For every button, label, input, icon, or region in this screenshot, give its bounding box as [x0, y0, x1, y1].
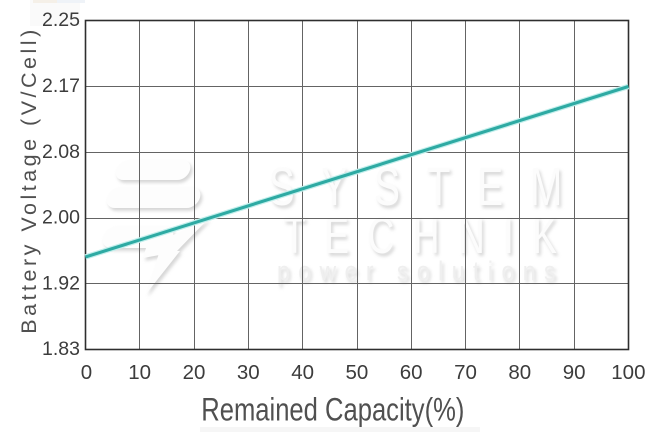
- svg-text:10: 10: [128, 361, 151, 384]
- svg-text:2.08: 2.08: [42, 141, 80, 163]
- svg-text:30: 30: [237, 361, 260, 384]
- svg-text:20: 20: [183, 361, 206, 384]
- svg-text:TECHNIK: TECHNIK: [283, 208, 575, 264]
- svg-text:70: 70: [454, 361, 477, 384]
- svg-text:60: 60: [400, 361, 423, 384]
- svg-text:Battery Voltage (V/Cell): Battery Voltage (V/Cell): [17, 26, 41, 333]
- svg-text:90: 90: [563, 361, 586, 384]
- svg-text:1.83: 1.83: [42, 338, 80, 360]
- svg-text:2.17: 2.17: [42, 75, 80, 97]
- svg-text:80: 80: [508, 361, 531, 384]
- svg-text:0: 0: [81, 361, 92, 384]
- svg-text:50: 50: [345, 361, 368, 384]
- svg-text:2.00: 2.00: [42, 207, 80, 229]
- svg-text:2.25: 2.25: [42, 9, 80, 31]
- svg-text:40: 40: [291, 361, 314, 384]
- svg-text:Remained Capacity(%): Remained Capacity(%): [201, 393, 464, 428]
- svg-text:power solutions: power solutions: [277, 256, 564, 286]
- svg-text:100: 100: [611, 361, 645, 384]
- svg-text:1.92: 1.92: [42, 272, 80, 294]
